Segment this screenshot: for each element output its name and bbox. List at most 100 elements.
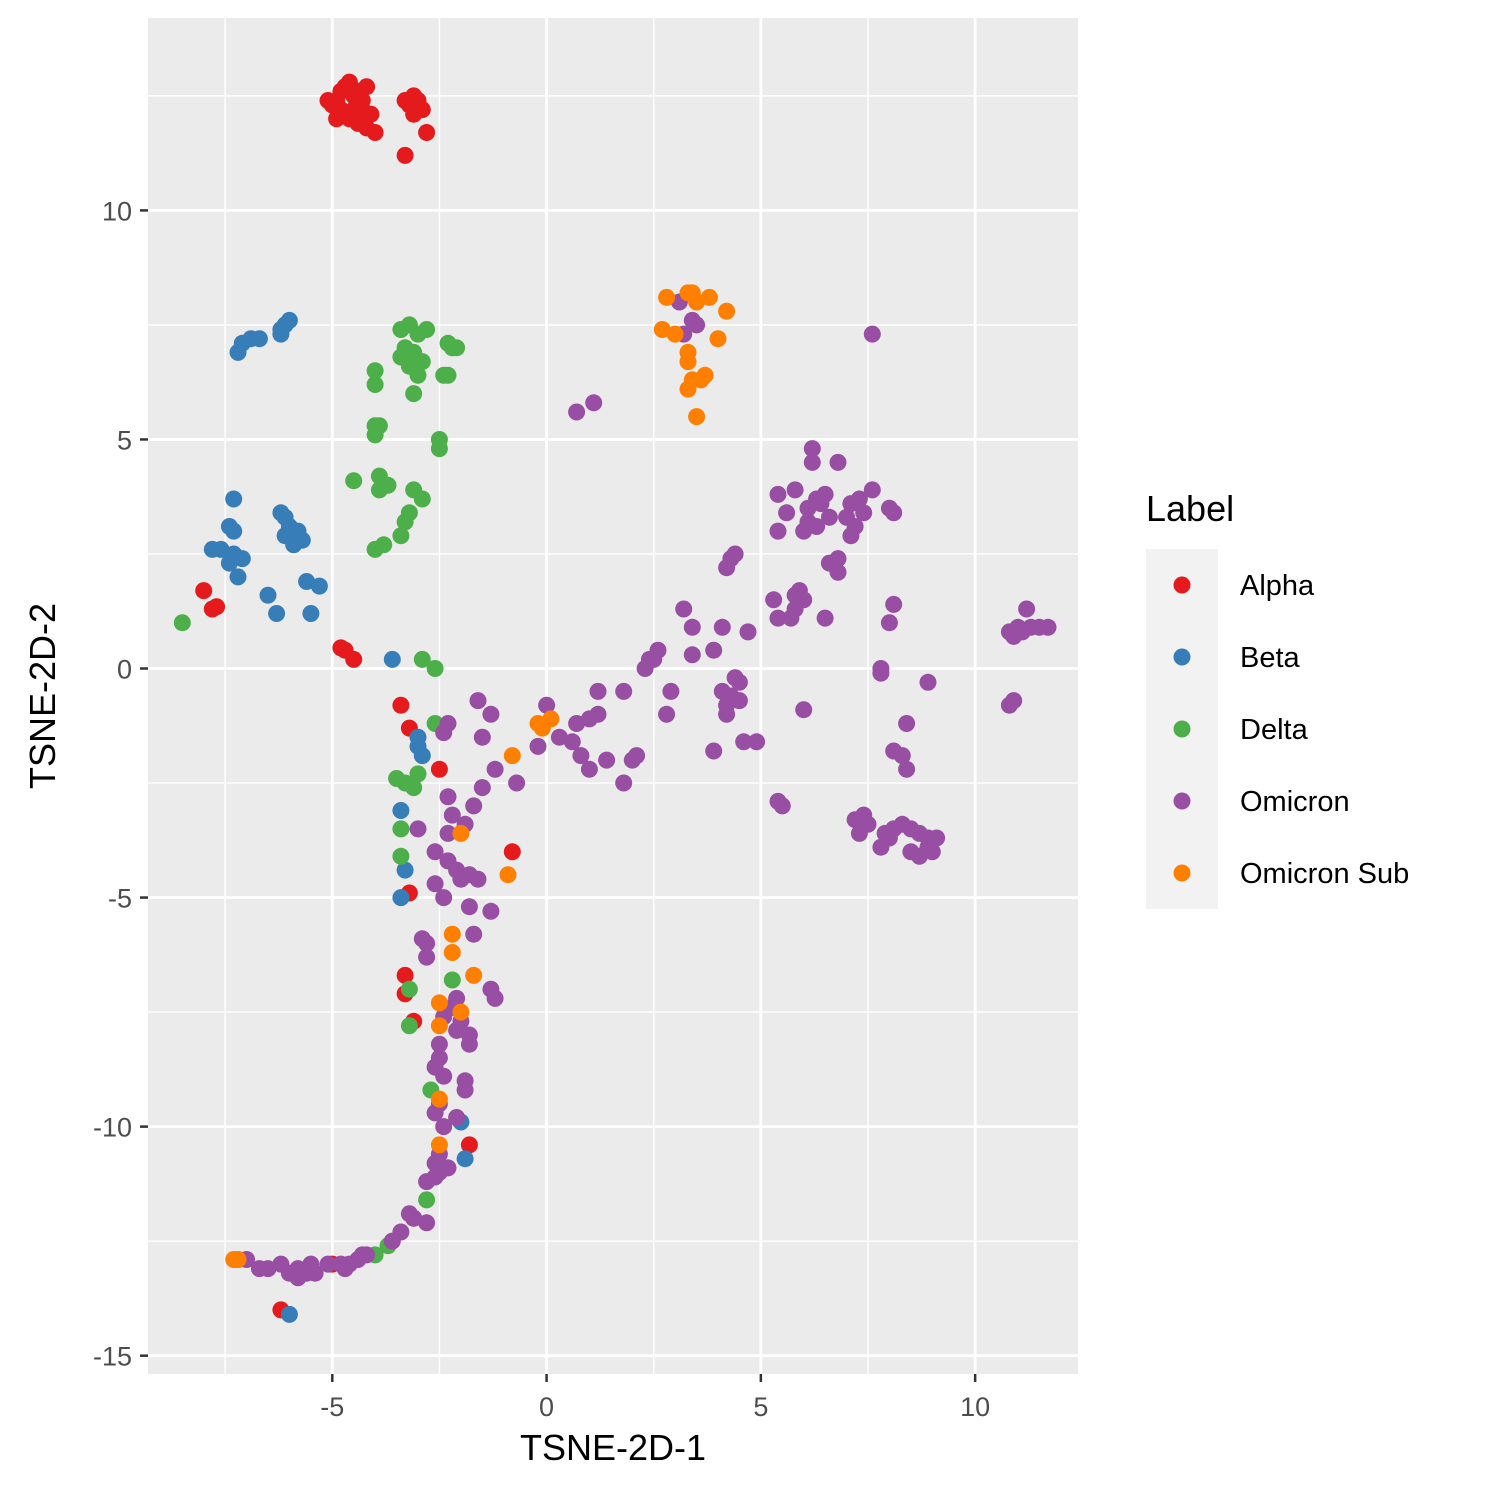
data-point (452, 870, 470, 888)
data-point (405, 105, 423, 123)
data-point (250, 1260, 268, 1278)
data-point (366, 124, 384, 141)
data-point (803, 453, 821, 471)
data-point (803, 440, 821, 458)
data-point (418, 1173, 436, 1191)
data-point (310, 577, 328, 595)
data-point (426, 843, 444, 861)
data-point (366, 376, 384, 393)
data-point (1013, 623, 1031, 641)
data-point (229, 1251, 247, 1268)
data-point (465, 797, 483, 815)
data-point (1005, 692, 1023, 710)
data-point (272, 321, 290, 338)
data-point (409, 820, 427, 838)
data-point (430, 1090, 448, 1108)
data-point (405, 779, 423, 797)
data-point (302, 605, 320, 622)
data-point (885, 595, 903, 613)
data-point (898, 760, 916, 778)
data-point (820, 508, 838, 526)
data-point (392, 820, 410, 838)
legend-label: Delta (1240, 714, 1309, 746)
data-point (306, 1264, 324, 1282)
data-points (173, 73, 1057, 1323)
data-point (418, 321, 436, 338)
data-point (319, 1255, 337, 1273)
data-point (435, 1118, 453, 1136)
data-point (418, 1214, 436, 1232)
data-point (353, 1246, 371, 1264)
data-point (383, 650, 401, 668)
data-point (405, 385, 423, 403)
data-point (838, 508, 856, 526)
legend-label: Omicron Sub (1240, 858, 1409, 890)
data-point (482, 705, 500, 723)
data-point (345, 472, 363, 490)
data-point (259, 586, 277, 604)
data-point (396, 861, 414, 879)
data-point (730, 673, 748, 691)
data-point (563, 733, 581, 751)
data-point (460, 1035, 478, 1053)
data-point (430, 1136, 448, 1154)
data-point (568, 715, 586, 732)
legend-label: Omicron (1240, 786, 1350, 818)
legend-title: Label (1146, 488, 1234, 529)
data-point (885, 504, 903, 522)
data-point (730, 692, 748, 710)
data-point (863, 325, 881, 343)
data-point (409, 765, 427, 783)
data-point (718, 705, 736, 723)
data-point (658, 705, 676, 723)
data-point (786, 481, 804, 499)
data-point (1039, 618, 1057, 636)
data-point (898, 715, 916, 732)
data-point (508, 774, 526, 792)
data-point (418, 948, 436, 966)
data-point (430, 440, 448, 458)
major-gridlines (148, 18, 1078, 1374)
data-point (842, 527, 860, 545)
data-point (396, 146, 414, 164)
data-point (435, 366, 453, 384)
x-tick-label: 10 (960, 1392, 990, 1422)
data-point (705, 742, 723, 760)
data-point (400, 1205, 418, 1223)
data-point (615, 682, 633, 700)
data-point (439, 824, 457, 842)
data-point (396, 966, 414, 984)
data-point (340, 1255, 358, 1273)
data-point (1018, 600, 1036, 618)
x-axis-title: TSNE-2D-1 (520, 1427, 706, 1468)
data-point (640, 650, 658, 668)
data-point (430, 760, 448, 778)
data-point (679, 380, 697, 398)
data-point (709, 330, 727, 348)
data-point (812, 495, 830, 513)
data-point (392, 527, 410, 545)
data-point (375, 536, 393, 554)
data-point (795, 522, 813, 540)
legend-key (1173, 576, 1191, 594)
data-point (863, 481, 881, 499)
data-point (503, 843, 521, 861)
data-point (400, 980, 418, 998)
y-axis-title: TSNE-2D-2 (22, 603, 63, 789)
legend-key (1173, 792, 1191, 810)
data-point (456, 1150, 474, 1168)
data-point (735, 733, 753, 751)
data-point (880, 829, 898, 847)
y-tick-label: 10 (102, 196, 132, 226)
data-point (683, 618, 701, 636)
data-point (413, 930, 431, 948)
data-point (456, 1081, 474, 1099)
legend-key (1173, 720, 1191, 738)
data-point (392, 847, 410, 865)
legend: Label Alpha Beta Delta Omicron Omicron Sub (1146, 488, 1409, 909)
data-point (769, 609, 787, 627)
data-point (173, 614, 191, 632)
data-point (829, 453, 847, 471)
data-point (473, 779, 491, 797)
